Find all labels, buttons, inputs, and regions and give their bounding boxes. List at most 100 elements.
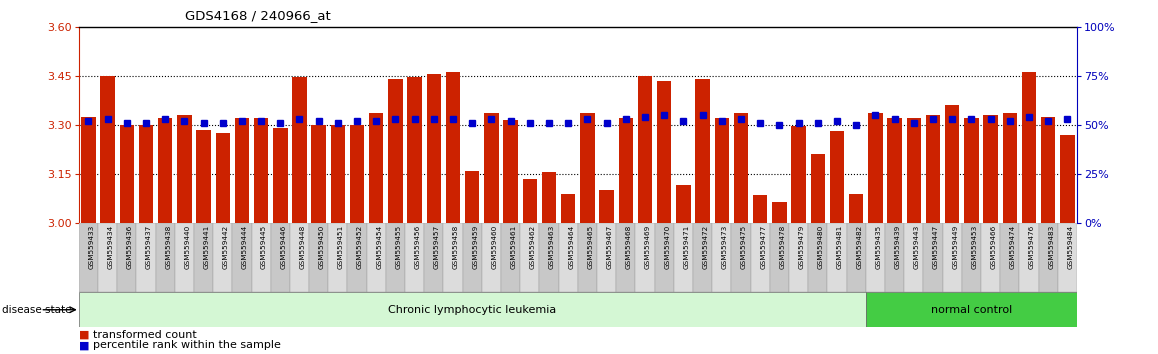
Bar [501,223,520,292]
Bar [117,223,137,292]
Bar [369,113,383,223]
Text: GSM559453: GSM559453 [972,225,977,269]
Text: GSM559440: GSM559440 [184,225,190,269]
Bar [504,120,518,223]
Text: GSM559460: GSM559460 [491,225,498,269]
Text: GSM559456: GSM559456 [415,225,420,269]
Text: GSM559482: GSM559482 [856,225,863,269]
Bar [347,223,367,292]
Bar [388,79,403,223]
Bar [696,79,710,223]
Bar [98,223,117,292]
Bar [618,118,633,223]
Text: GSM559444: GSM559444 [242,225,248,269]
Text: GSM559471: GSM559471 [683,225,689,269]
Bar [753,195,768,223]
Text: GSM559449: GSM559449 [952,225,958,269]
Text: GSM559465: GSM559465 [587,225,593,269]
Bar [193,223,213,292]
Bar [885,223,904,292]
Text: GSM559447: GSM559447 [933,225,939,269]
Bar [1060,135,1075,223]
Text: GSM559483: GSM559483 [1048,225,1054,269]
Bar [866,223,885,292]
Text: GSM559454: GSM559454 [376,225,382,269]
Text: GSM559470: GSM559470 [665,225,670,269]
Bar [616,223,636,292]
Text: normal control: normal control [931,305,1012,315]
Text: GSM559451: GSM559451 [338,225,344,269]
Bar [235,118,249,223]
Text: GSM559443: GSM559443 [914,225,919,269]
Bar [925,115,940,223]
Bar [692,223,712,292]
Bar [598,223,616,292]
Bar [830,131,844,223]
Text: GSM559446: GSM559446 [280,225,286,269]
Text: GSM559459: GSM559459 [472,225,478,269]
Text: GSM559468: GSM559468 [625,225,632,269]
Bar [290,223,309,292]
Bar [273,128,287,223]
Text: GSM559473: GSM559473 [721,225,728,269]
Bar [945,105,959,223]
Text: percentile rank within the sample: percentile rank within the sample [93,340,280,350]
Bar [309,223,329,292]
Bar [750,223,770,292]
Text: GSM559457: GSM559457 [434,225,440,269]
Bar [674,223,692,292]
Bar [482,223,501,292]
Text: GSM559466: GSM559466 [990,225,997,269]
Bar [770,223,789,292]
Bar [1021,73,1036,223]
Bar [772,202,786,223]
Bar [367,223,386,292]
Bar [157,118,173,223]
Bar [1003,113,1017,223]
Text: GSM559455: GSM559455 [396,225,402,269]
Bar [213,223,233,292]
Bar [676,185,690,223]
Bar [444,223,463,292]
Text: GSM559434: GSM559434 [108,225,113,269]
Bar [254,118,269,223]
Bar [965,118,979,223]
Bar [846,223,866,292]
Bar [636,223,654,292]
Bar [712,223,732,292]
Bar [522,179,537,223]
Text: GSM559433: GSM559433 [88,225,94,269]
Text: GDS4168 / 240966_at: GDS4168 / 240966_at [185,9,331,22]
Bar [866,292,1077,327]
Bar [654,223,674,292]
Bar [638,76,652,223]
Text: GSM559448: GSM559448 [300,225,306,269]
Bar [175,223,193,292]
Bar [907,118,921,223]
Text: GSM559438: GSM559438 [166,225,171,269]
Text: GSM559484: GSM559484 [1068,225,1073,269]
Bar [887,118,902,223]
Bar [271,223,290,292]
Bar [732,223,750,292]
Bar [578,223,598,292]
Text: GSM559467: GSM559467 [607,225,613,269]
Text: GSM559450: GSM559450 [318,225,324,269]
Bar [1041,116,1055,223]
Text: GSM559472: GSM559472 [703,225,709,269]
Text: GSM559437: GSM559437 [146,225,152,269]
Bar [426,74,441,223]
Bar [983,115,998,223]
Text: disease state: disease state [2,305,72,315]
Text: GSM559481: GSM559481 [837,225,843,269]
Bar [81,116,96,223]
Text: GSM559480: GSM559480 [818,225,823,269]
Bar [714,118,730,223]
Bar [424,223,444,292]
Text: transformed count: transformed count [93,330,197,339]
Bar [600,190,614,223]
Bar [734,113,748,223]
Text: GSM559435: GSM559435 [875,225,881,269]
Bar [868,113,882,223]
Text: GSM559441: GSM559441 [204,225,210,269]
